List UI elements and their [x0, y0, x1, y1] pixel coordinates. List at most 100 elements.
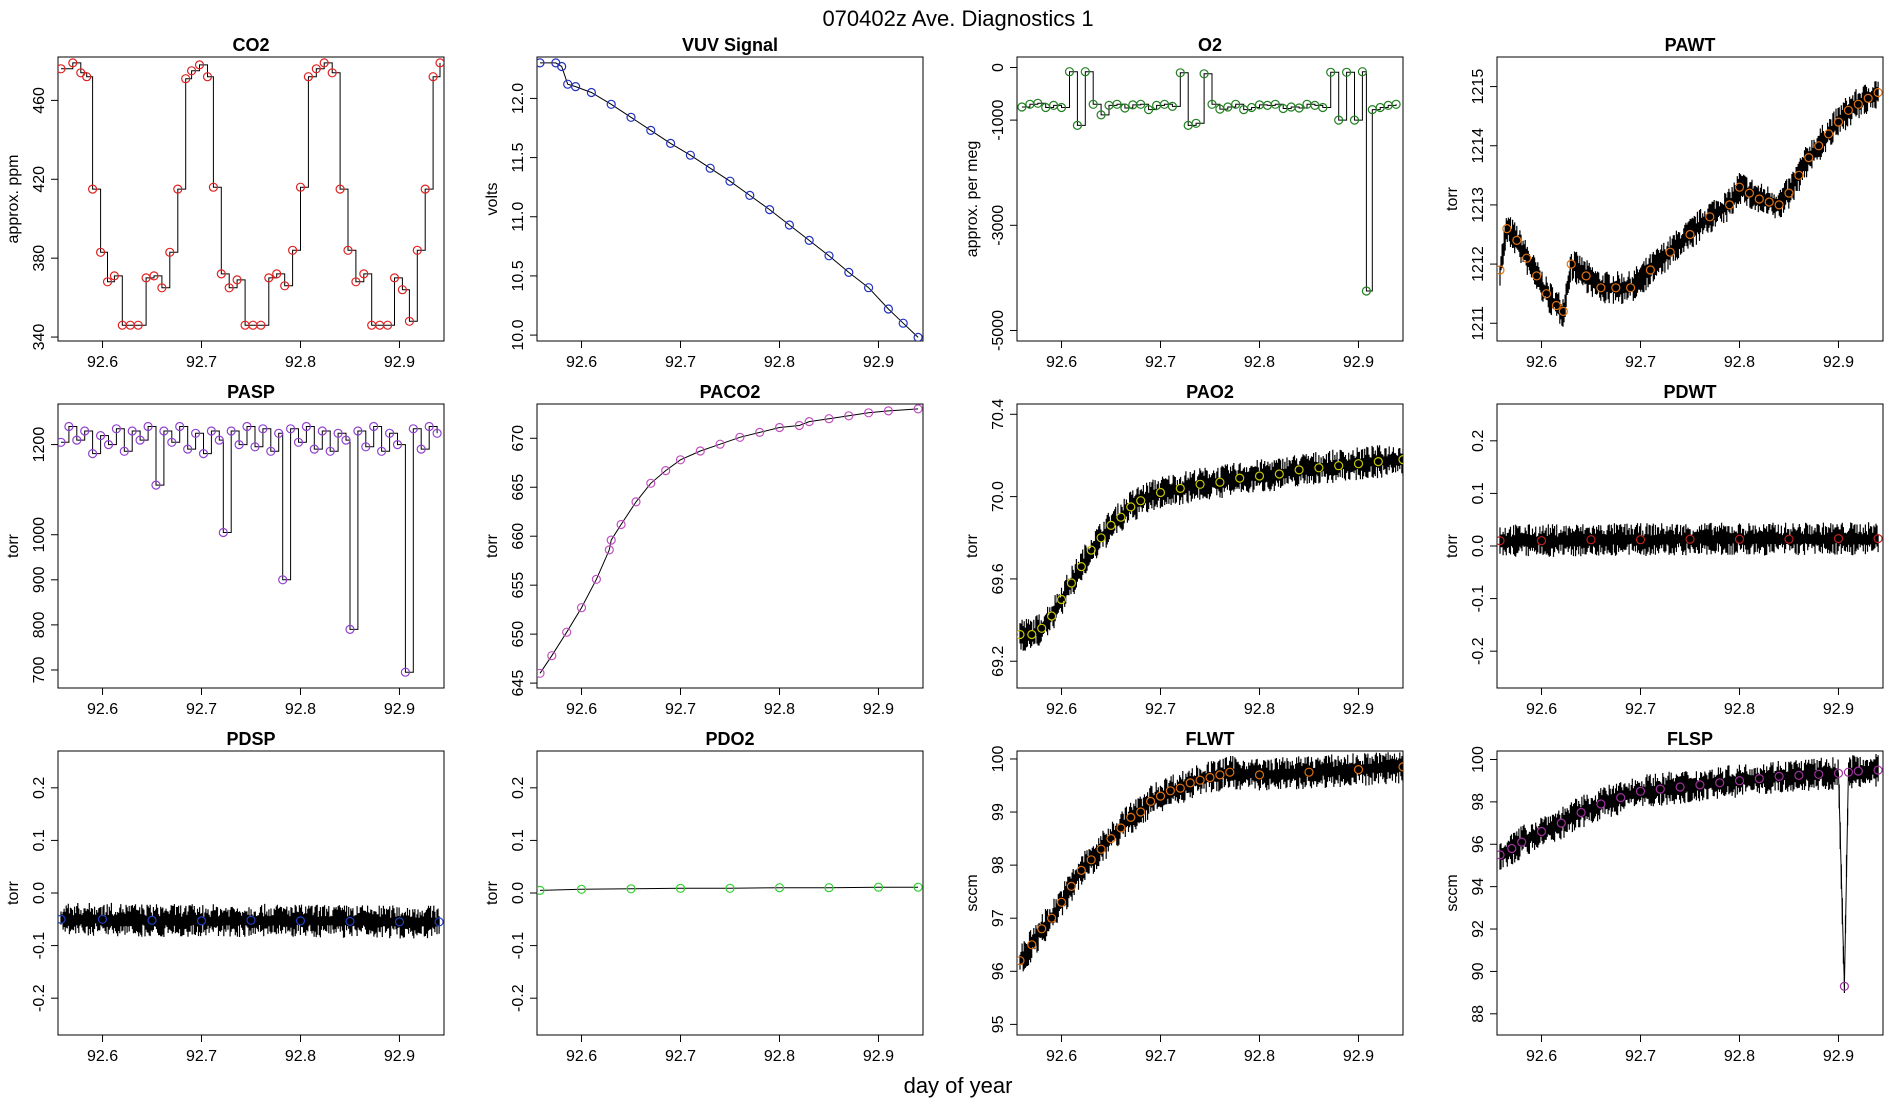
x-tick-label: 92.9 [863, 1048, 894, 1065]
data-point [576, 603, 587, 613]
x-tick-label: 92.7 [1625, 701, 1656, 718]
y-tick-label: 100 [990, 746, 1007, 773]
y-axis-label: volts [484, 183, 501, 216]
y-axis-label: torr [1444, 186, 1461, 211]
y-tick-label: 1215 [1470, 69, 1487, 105]
series-line [61, 918, 440, 923]
plot-frame [57, 403, 445, 689]
x-tick-label: 92.9 [1343, 354, 1374, 371]
data-point [1586, 535, 1596, 545]
plot-frame [1016, 750, 1404, 1036]
data-point [1096, 110, 1106, 120]
data-point [361, 442, 371, 452]
data-point [400, 667, 410, 677]
x-tick-label: 92.9 [1343, 701, 1374, 718]
y-tick-label: 0.2 [1470, 430, 1487, 452]
data-point [626, 112, 636, 122]
data-point [1398, 455, 1403, 465]
data-point [1497, 850, 1505, 860]
y-tick-label: 380 [31, 245, 48, 272]
data-point [1304, 767, 1314, 777]
data-point [1175, 68, 1185, 78]
data-point [143, 421, 153, 432]
data-point [606, 99, 616, 109]
data-point [1512, 235, 1522, 245]
x-tick-label: 92.8 [1244, 354, 1275, 371]
data-point [685, 150, 696, 160]
data-point [1784, 534, 1794, 544]
data-point [351, 277, 361, 287]
data-point [1076, 561, 1086, 572]
data-point [1225, 767, 1235, 777]
data-point [295, 182, 306, 192]
panel-flwt: FLWT sccm 92.6 92.7 92.8 92.9 95 96 97 98 99 100 [964, 729, 1404, 1065]
data-point [1373, 457, 1383, 467]
plot-frame [536, 750, 924, 1036]
data-point [1185, 778, 1195, 788]
data-point [435, 58, 444, 68]
x-tick-label: 92.6 [566, 701, 597, 718]
y-tick-label: -0.1 [31, 932, 48, 960]
data-point [288, 245, 298, 255]
data-point [1541, 289, 1552, 299]
data-point [1353, 764, 1364, 775]
data-point [377, 446, 387, 456]
data-point [206, 426, 216, 436]
panel-pao2: PAO2 torr 92.6 92.7 92.8 92.9 69.2 69.6 70.0 70.4 [964, 382, 1404, 718]
data-point [127, 426, 137, 436]
data-point [1191, 118, 1201, 128]
data-point [1675, 782, 1685, 792]
data-point [196, 916, 207, 926]
series-line [1021, 71, 1397, 292]
data-point [1391, 99, 1401, 109]
data-point [537, 58, 545, 68]
data-point [191, 428, 201, 438]
data-point [234, 440, 244, 450]
data-point [1136, 807, 1146, 817]
data-point [725, 883, 735, 893]
data-point [883, 304, 894, 314]
data-point [1744, 188, 1755, 198]
panel-title: FLSP [1667, 729, 1713, 749]
data-point [1223, 102, 1233, 112]
x-tick-label: 92.6 [1046, 354, 1077, 371]
data-point [873, 882, 884, 892]
data-point [58, 64, 66, 74]
series-line [1019, 766, 1403, 961]
panel-title: PASP [227, 382, 275, 402]
data-point [1873, 87, 1883, 98]
panel-o2: O2 approx. per meg 92.6 92.7 92.8 92.9 -5000 -3… [964, 35, 1404, 371]
data-point [913, 404, 923, 414]
data-point [1843, 767, 1854, 777]
data-point [1033, 98, 1043, 108]
data-point [345, 624, 355, 635]
x-tick-label: 92.6 [87, 354, 118, 371]
y-tick-label: 1212 [1470, 246, 1487, 282]
data-point [1215, 477, 1225, 487]
data-point [1734, 182, 1745, 192]
data-point [1774, 200, 1784, 210]
noise-band [1499, 81, 1879, 327]
data-point [359, 269, 369, 279]
data-point [103, 440, 114, 450]
x-tick-label: 92.6 [1526, 354, 1557, 371]
y-axis-label: torr [5, 880, 22, 905]
data-point [301, 421, 311, 432]
data-point [250, 442, 260, 452]
data-point [1715, 778, 1725, 788]
data-point [1274, 469, 1284, 479]
panel-title: FLWT [1186, 729, 1235, 749]
plot-frame [57, 56, 445, 342]
data-point [1165, 786, 1176, 796]
y-axis-label: sccm [1444, 874, 1461, 911]
y-axis-label: torr [5, 533, 22, 558]
data-point [1349, 115, 1360, 125]
y-tick-label: 0.1 [1470, 482, 1487, 504]
data-point [705, 163, 715, 173]
x-tick-label: 92.7 [1145, 354, 1176, 371]
panel-pawt: PAWT torr 92.6 92.7 92.8 92.9 1211 1212 1213 1214… [1444, 35, 1884, 371]
data-point [434, 917, 444, 927]
y-tick-label: 70.4 [990, 399, 1007, 430]
data-point [1814, 141, 1824, 151]
y-tick-label: 98 [1470, 793, 1487, 811]
